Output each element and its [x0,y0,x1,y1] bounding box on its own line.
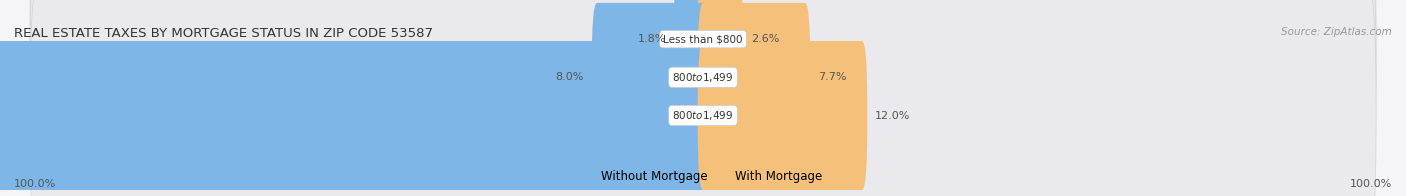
FancyBboxPatch shape [697,0,742,114]
FancyBboxPatch shape [30,0,1376,196]
Text: 8.0%: 8.0% [555,72,583,82]
Text: 1.8%: 1.8% [637,34,666,44]
Text: Source: ZipAtlas.com: Source: ZipAtlas.com [1281,27,1392,37]
Text: 100.0%: 100.0% [14,179,56,189]
Legend: Without Mortgage, With Mortgage: Without Mortgage, With Mortgage [579,165,827,188]
Text: $800 to $1,499: $800 to $1,499 [672,109,734,122]
FancyBboxPatch shape [0,41,709,190]
Text: Less than $800: Less than $800 [664,34,742,44]
Text: $800 to $1,499: $800 to $1,499 [672,71,734,84]
Text: REAL ESTATE TAXES BY MORTGAGE STATUS IN ZIP CODE 53587: REAL ESTATE TAXES BY MORTGAGE STATUS IN … [14,27,433,40]
FancyBboxPatch shape [30,0,1376,178]
FancyBboxPatch shape [697,41,868,190]
Text: 100.0%: 100.0% [1350,179,1392,189]
FancyBboxPatch shape [30,0,1376,196]
Text: 2.6%: 2.6% [751,34,779,44]
Text: 12.0%: 12.0% [876,111,911,121]
FancyBboxPatch shape [592,3,709,152]
Text: 7.7%: 7.7% [818,72,846,82]
FancyBboxPatch shape [697,3,810,152]
FancyBboxPatch shape [673,0,709,114]
